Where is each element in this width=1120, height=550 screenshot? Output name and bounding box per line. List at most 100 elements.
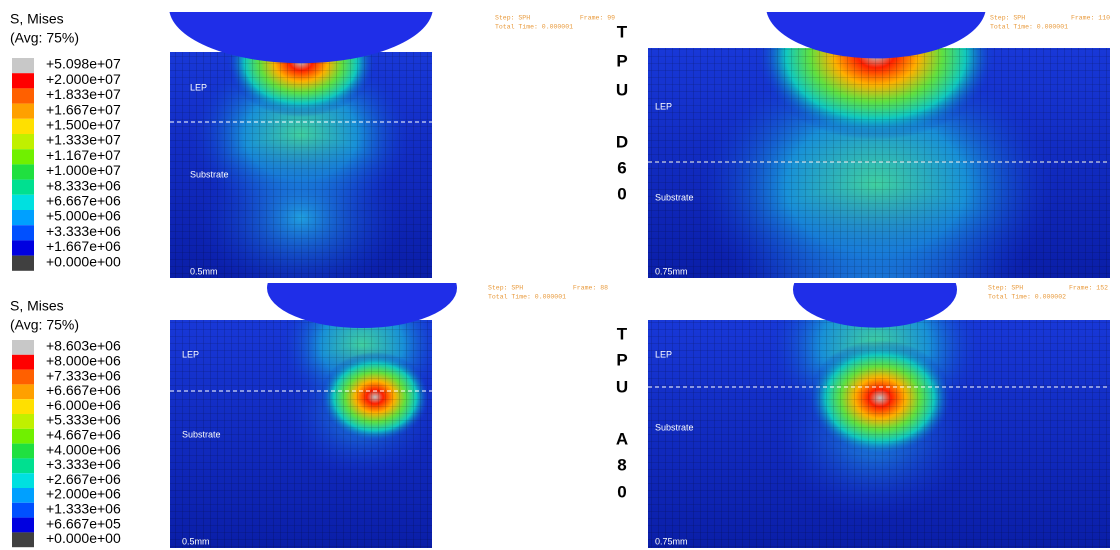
row-label-letter: P bbox=[616, 51, 627, 70]
legend-band bbox=[12, 473, 34, 488]
row-label-letter: U bbox=[616, 80, 628, 99]
scale-label: 0.5mm bbox=[190, 266, 218, 276]
mesh bbox=[648, 320, 1110, 548]
legend-band bbox=[12, 444, 34, 459]
fea-panel: LEP Substrate 0.5mm Step: SPH Frame: 88 Total… bbox=[170, 248, 608, 548]
legend-subtitle: (Avg: 75%) bbox=[10, 30, 79, 46]
legend-band bbox=[12, 149, 34, 164]
legend-band bbox=[12, 488, 34, 503]
legend-band bbox=[12, 355, 34, 370]
time-label: Total Time: 0.000001 bbox=[990, 24, 1068, 31]
legend-label: +1.333e+07 bbox=[46, 132, 121, 148]
row-label-letter: 0 bbox=[617, 482, 626, 501]
time-label: Total Time: 0.000001 bbox=[488, 294, 566, 301]
step-label: Step: SPH bbox=[495, 15, 530, 22]
layer-label: Substrate bbox=[655, 422, 694, 432]
scale-label: 0.5mm bbox=[182, 536, 210, 546]
figure: S, Mises(Avg: 75%)+5.098e+07+2.000e+07+1… bbox=[0, 0, 1120, 550]
legend-band bbox=[12, 119, 34, 134]
legend-title: S, Mises bbox=[10, 11, 64, 27]
legend-label: +6.667e+05 bbox=[46, 515, 121, 531]
legend-label: +1.667e+06 bbox=[46, 238, 121, 254]
time-label: Total Time: 0.000002 bbox=[988, 294, 1066, 301]
step-label: Step: SPH bbox=[488, 285, 523, 292]
legend-band bbox=[12, 532, 34, 547]
legend-label: +6.667e+06 bbox=[46, 193, 121, 209]
legend-band bbox=[12, 195, 34, 210]
mesh bbox=[648, 48, 1110, 278]
frame-label: Frame: 99 bbox=[580, 15, 615, 22]
frame-label: Frame: 88 bbox=[573, 285, 608, 292]
legend-label: +1.000e+07 bbox=[46, 162, 121, 178]
legend-band bbox=[12, 225, 34, 240]
legend-band bbox=[12, 88, 34, 103]
legend-label: +1.833e+07 bbox=[46, 86, 121, 102]
legend-band bbox=[12, 256, 34, 271]
legend-label: +5.000e+06 bbox=[46, 208, 121, 224]
legend-band bbox=[12, 518, 34, 533]
layer-label: LEP bbox=[655, 101, 672, 111]
legend-label: +2.000e+06 bbox=[46, 486, 121, 502]
legend-label: +2.667e+06 bbox=[46, 471, 121, 487]
legend-band bbox=[12, 429, 34, 444]
row-label-letter: T bbox=[617, 22, 628, 41]
frame-label: Frame: 152 bbox=[1069, 285, 1108, 292]
legend-label: +8.000e+06 bbox=[46, 353, 121, 369]
legend-band bbox=[12, 210, 34, 225]
time-label: Total Time: 0.000001 bbox=[495, 24, 573, 31]
layer-label: Substrate bbox=[190, 169, 229, 179]
legend-label: +1.167e+07 bbox=[46, 147, 121, 163]
legend-label: +5.333e+06 bbox=[46, 412, 121, 428]
layer-label: Substrate bbox=[182, 429, 221, 439]
legend-label: +1.500e+07 bbox=[46, 117, 121, 133]
legend-band bbox=[12, 384, 34, 399]
legend-label: +1.667e+07 bbox=[46, 101, 121, 117]
fea-panel: LEP Substrate 0.75mm Step: SPH Frame: 152Tot… bbox=[648, 252, 1110, 548]
legend-band bbox=[12, 73, 34, 88]
legend-band bbox=[12, 399, 34, 414]
legend-label: +0.000e+00 bbox=[46, 530, 121, 546]
legend-label: +2.000e+07 bbox=[46, 71, 121, 87]
legend-label: +1.333e+06 bbox=[46, 501, 121, 517]
fea-panel: LEP Substrate 0.5mm Step: SPH Frame: 99 Total… bbox=[169, 0, 615, 300]
row-label-letter: A bbox=[616, 429, 628, 448]
legend-title: S, Mises bbox=[10, 298, 64, 314]
scale-label: 0.75mm bbox=[655, 266, 688, 276]
legend-label: +3.333e+06 bbox=[46, 223, 121, 239]
legend-band bbox=[12, 134, 34, 149]
legend-band bbox=[12, 370, 34, 385]
row-label-letter: 8 bbox=[617, 455, 626, 474]
legend-band bbox=[12, 414, 34, 429]
legend-band bbox=[12, 104, 34, 119]
legend-label: +5.098e+07 bbox=[46, 56, 121, 72]
row-label-letter: P bbox=[616, 350, 627, 369]
legend-band bbox=[12, 340, 34, 355]
legend-subtitle: (Avg: 75%) bbox=[10, 317, 79, 333]
layer-label: LEP bbox=[182, 349, 199, 359]
row-label-letter: 6 bbox=[617, 158, 626, 177]
layer-label: LEP bbox=[190, 82, 207, 92]
layer-label: Substrate bbox=[655, 192, 694, 202]
scale-label: 0.75mm bbox=[655, 536, 688, 546]
legend-label: +8.333e+06 bbox=[46, 177, 121, 193]
legend-label: +0.000e+00 bbox=[46, 253, 121, 269]
row-label-letter: 0 bbox=[617, 184, 626, 203]
legend-label: +4.667e+06 bbox=[46, 427, 121, 443]
step-label: Step: SPH bbox=[988, 285, 1023, 292]
layer-label: LEP bbox=[655, 349, 672, 359]
legend-label: +7.333e+06 bbox=[46, 367, 121, 383]
row-label-letter: U bbox=[616, 377, 628, 396]
frame-label: Frame: 110 bbox=[1071, 15, 1110, 22]
legend-label: +8.603e+06 bbox=[46, 338, 121, 354]
row-label-letter: D bbox=[616, 132, 628, 151]
legend-band bbox=[12, 180, 34, 195]
legend-band bbox=[12, 240, 34, 255]
row-label-letter: T bbox=[617, 324, 628, 343]
legend-label: +3.333e+06 bbox=[46, 456, 121, 472]
legend-band bbox=[12, 164, 34, 179]
legend-label: +6.667e+06 bbox=[46, 382, 121, 398]
legend-label: +6.000e+06 bbox=[46, 397, 121, 413]
legend-band bbox=[12, 58, 34, 73]
legend-label: +4.000e+06 bbox=[46, 441, 121, 457]
legend-band bbox=[12, 458, 34, 473]
